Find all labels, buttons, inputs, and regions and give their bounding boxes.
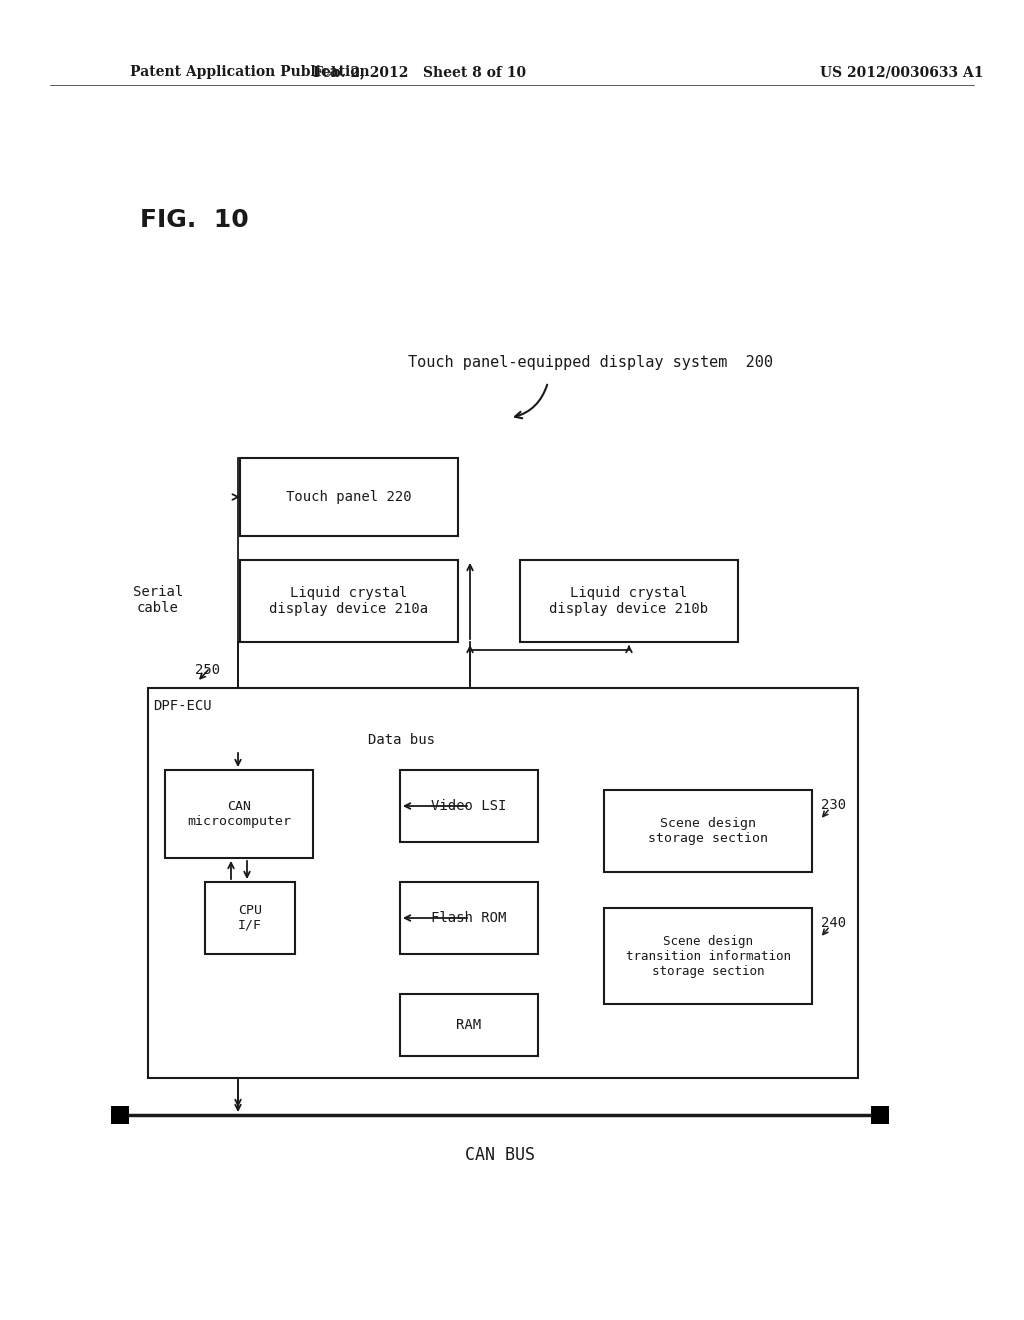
Text: Video LSI: Video LSI bbox=[431, 799, 507, 813]
Text: Scene design
storage section: Scene design storage section bbox=[648, 817, 768, 845]
Bar bbox=[205, 882, 295, 954]
Bar bbox=[400, 994, 538, 1056]
Text: Liquid crystal
display device 210a: Liquid crystal display device 210a bbox=[269, 586, 429, 616]
Bar bbox=[165, 770, 313, 858]
Text: FIG.  10: FIG. 10 bbox=[140, 209, 249, 232]
Bar bbox=[148, 688, 858, 1078]
Bar bbox=[520, 560, 738, 642]
Text: RAM: RAM bbox=[457, 1018, 481, 1032]
Bar bbox=[400, 882, 538, 954]
Text: Touch panel-equipped display system  200: Touch panel-equipped display system 200 bbox=[408, 355, 772, 370]
Bar bbox=[400, 770, 538, 842]
Text: Feb. 2, 2012   Sheet 8 of 10: Feb. 2, 2012 Sheet 8 of 10 bbox=[313, 65, 526, 79]
Text: US 2012/0030633 A1: US 2012/0030633 A1 bbox=[820, 65, 983, 79]
Text: Data bus: Data bus bbox=[368, 733, 435, 747]
Bar bbox=[240, 560, 458, 642]
Text: Touch panel 220: Touch panel 220 bbox=[286, 490, 412, 504]
Bar bbox=[604, 789, 812, 873]
Text: CAN BUS: CAN BUS bbox=[465, 1146, 535, 1164]
Bar bbox=[871, 1106, 889, 1125]
Text: Liquid crystal
display device 210b: Liquid crystal display device 210b bbox=[550, 586, 709, 616]
Text: Serial
cable: Serial cable bbox=[133, 585, 183, 615]
Text: DPF-ECU: DPF-ECU bbox=[153, 700, 212, 713]
Text: CAN
microcomputer: CAN microcomputer bbox=[187, 800, 291, 828]
Text: Patent Application Publication: Patent Application Publication bbox=[130, 65, 370, 79]
Text: 230: 230 bbox=[821, 799, 847, 812]
Text: 250: 250 bbox=[195, 663, 220, 677]
Text: CPU
I/F: CPU I/F bbox=[238, 904, 262, 932]
Bar bbox=[240, 458, 458, 536]
Bar bbox=[604, 908, 812, 1005]
Text: 240: 240 bbox=[821, 916, 847, 931]
Bar bbox=[111, 1106, 129, 1125]
Text: Flash ROM: Flash ROM bbox=[431, 911, 507, 925]
Text: Scene design
transition information
storage section: Scene design transition information stor… bbox=[626, 935, 791, 978]
